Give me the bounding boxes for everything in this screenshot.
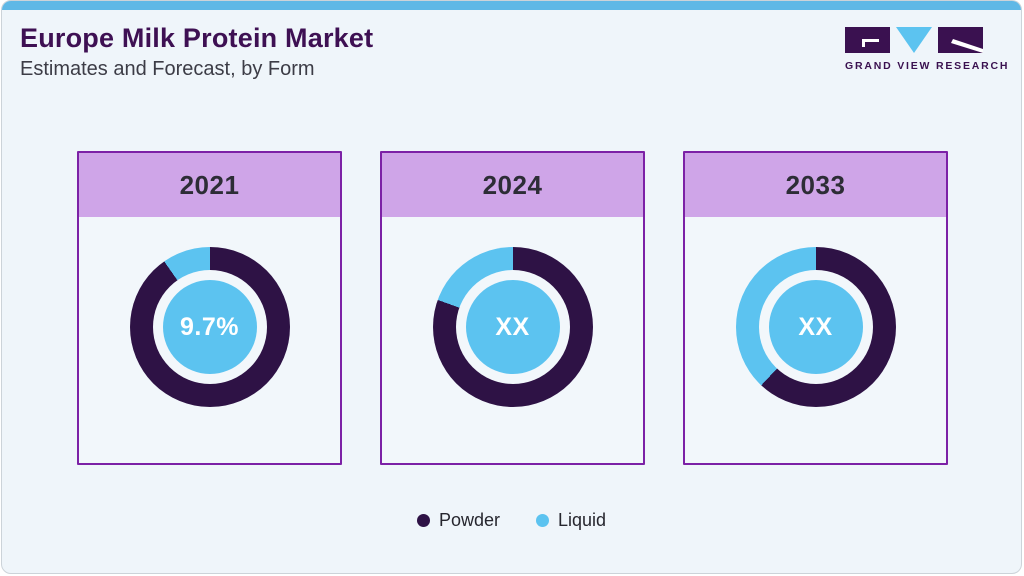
donut-chart-2021: 9.7% [129, 247, 290, 407]
donut-hole: 9.7% [152, 270, 267, 384]
year-card-2021: 2021 9.7% [77, 151, 342, 465]
legend-item-liquid: Liquid [535, 510, 607, 531]
donut-hole: XX [758, 270, 873, 384]
year-label: 2024 [482, 169, 543, 200]
donut-center-value: 9.7% [162, 280, 257, 374]
year-card-header: 2021 [79, 153, 340, 217]
donut-chart-2033: XX [735, 247, 896, 407]
top-accent-bar [2, 1, 1021, 10]
page-title: Europe Milk Protein Market [20, 23, 374, 53]
donut-center-value: XX [768, 280, 863, 374]
powder-dot-icon [416, 514, 430, 527]
year-card-body: XX [685, 217, 946, 463]
year-card-header: 2033 [685, 153, 946, 217]
donut-hole: XX [455, 270, 570, 384]
page-subtitle: Estimates and Forecast, by Form [20, 58, 315, 80]
year-card-header: 2024 [382, 153, 643, 217]
year-card-2024: 2024 XX [380, 151, 645, 465]
year-label: 2033 [785, 169, 846, 200]
gvr-logo-icon [845, 27, 983, 53]
legend-label: Liquid [557, 510, 607, 530]
donut-center-value: XX [465, 280, 560, 374]
year-cards-row: 2021 9.7% 2024 XX [77, 151, 948, 465]
grand-view-research-logo: GRAND VIEW RESEARCH [845, 27, 1010, 72]
donut-chart-2024: XX [432, 247, 593, 407]
liquid-dot-icon [535, 514, 549, 527]
year-card-body: 9.7% [79, 217, 340, 463]
header: Europe Milk Protein Market Estimates and… [20, 23, 373, 81]
year-label: 2021 [179, 169, 240, 200]
legend-label: Powder [438, 510, 500, 530]
gvr-logo-wordmark: GRAND VIEW RESEARCH [845, 60, 1010, 72]
legend-item-powder: Powder [416, 510, 500, 531]
year-card-2033: 2033 XX [683, 151, 948, 465]
year-card-body: XX [382, 217, 643, 463]
legend: Powder Liquid [2, 510, 1021, 531]
